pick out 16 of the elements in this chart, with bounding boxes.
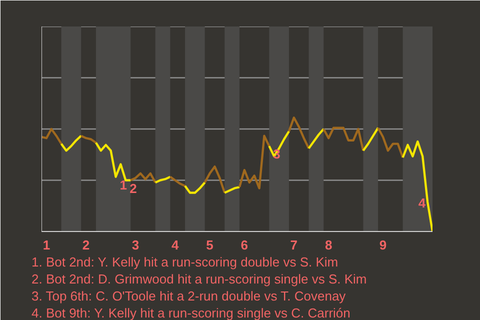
x-tick-label: 2	[82, 238, 90, 252]
x-tick-label: 1	[42, 238, 50, 252]
annotation: 1	[120, 177, 127, 192]
text: 3. Top 6th: C. O'Toole hit a 2-run double vs T. Covenay	[32, 288, 346, 304]
x-tick-label: 7	[290, 238, 298, 252]
x-tick-label: 3	[132, 238, 140, 252]
text: 2. Bot 2nd: D. Grimwood hit a run-scoring single vs S. Kim	[32, 272, 367, 286]
x-tick-label: 4	[172, 238, 180, 252]
x-tick-label: 8	[324, 238, 332, 252]
text: 1. Bot 2nd: Y. Kelly hit a run-scoring double vs S. Kim	[32, 254, 338, 270]
annotation: 2	[130, 180, 137, 196]
x-tick-label: 5	[206, 238, 214, 252]
x-tick-label: 6	[240, 238, 248, 252]
annotation: 4	[418, 195, 426, 210]
text: 4. Bot 9th: Y. Kelly hit a run-scoring single vs C. Carrión	[32, 306, 350, 320]
x-tick-label: 9	[379, 238, 387, 252]
